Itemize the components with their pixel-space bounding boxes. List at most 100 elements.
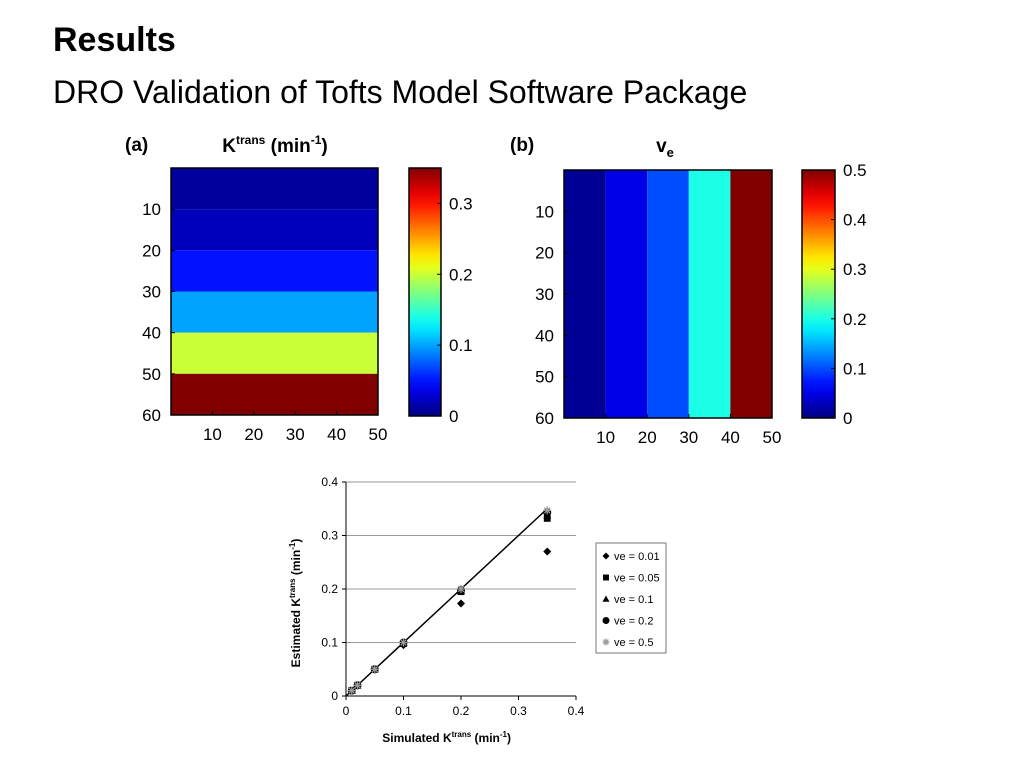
colorbar	[801, 169, 836, 419]
heatmap-title: ve	[656, 136, 674, 160]
x-label-part: trans	[452, 730, 472, 739]
y-tick-label: 60	[535, 409, 554, 428]
colorbar-tick-label: 0.1	[843, 359, 867, 378]
heatmap-band	[171, 250, 378, 292]
heatmap-band	[171, 332, 378, 374]
legend-marker	[602, 638, 610, 646]
x-tick-label: 20	[638, 428, 657, 447]
heatmap-band	[171, 373, 378, 415]
colorbar-tick-label: 0.3	[843, 260, 867, 279]
y-tick-label: 50	[142, 365, 161, 384]
y-tick-label: 50	[535, 368, 554, 387]
colorbar-tick-label: 0.5	[843, 161, 867, 180]
legend-marker	[602, 595, 610, 602]
data-point	[353, 681, 362, 690]
y-tick-label: 40	[535, 326, 554, 345]
x-label-part: Simulated K	[382, 731, 452, 745]
legend-marker	[603, 574, 609, 581]
x-label-part: -1	[500, 730, 508, 739]
colorbar-tick-label: 0	[843, 409, 852, 428]
colorbar-tick-label: 0.3	[449, 194, 473, 213]
asterisk-stroke	[371, 665, 379, 673]
data-point	[347, 686, 356, 695]
heatmap-band	[730, 170, 772, 418]
heatmap-band	[605, 170, 648, 418]
title-part: )	[321, 136, 327, 157]
x-tick-label: 10	[203, 425, 222, 444]
asterisk-stroke	[400, 639, 407, 646]
legend-label: ve = 0.01	[614, 551, 660, 563]
x-tick-label: 10	[596, 428, 615, 447]
heatmap-band	[564, 170, 606, 418]
x-label-part: (min	[471, 731, 500, 745]
x-tick-label: 0	[343, 704, 350, 718]
colorbar-tick-label: 0.2	[843, 310, 867, 329]
y-tick-label: 40	[142, 324, 161, 343]
y-tick-label: 10	[535, 202, 554, 221]
y-tick-label: 0.2	[321, 582, 338, 596]
x-tick-label: 50	[369, 425, 388, 444]
heatmap-band	[688, 170, 731, 418]
data-point	[457, 599, 465, 608]
data-point	[543, 514, 551, 522]
legend-marker	[602, 617, 610, 624]
legend-label: ve = 0.05	[614, 573, 660, 585]
x-tick-label: 20	[244, 425, 263, 444]
colorbar-tick-label: 0.2	[449, 265, 473, 284]
asterisk-stroke	[543, 507, 551, 514]
data-point	[370, 665, 379, 674]
heatmap-panel-2: (b) ve 10 20 30 40 50 60 10 20 30 40 50 0 0.1 0.2 0.3 0.4…	[510, 135, 867, 447]
legend-label: ve = 0.2	[614, 616, 653, 628]
x-tick-label: 40	[327, 425, 346, 444]
x-tick-label: 50	[763, 428, 782, 447]
colorbar	[408, 167, 442, 417]
colorbar-tick-label: 0.1	[449, 336, 473, 355]
legend-label: ve = 0.1	[614, 594, 653, 606]
x-label-part: )	[507, 731, 511, 745]
legend-box	[595, 542, 667, 654]
heatmap-band	[647, 170, 689, 418]
x-tick-label: 40	[721, 428, 740, 447]
y-tick-label: 0.1	[321, 636, 338, 650]
heatmap-title: Ktrans (min-1)	[222, 133, 327, 157]
legend: ve = 0.01 ve = 0.05 ve = 0.1 ve = 0.2 ve = 0…	[595, 542, 667, 654]
y-axis-label: Estimated Ktrans (min-1)	[288, 539, 303, 668]
y-tick-label: 0.3	[321, 529, 338, 543]
title-part: v	[656, 136, 667, 157]
y-label-part: trans	[288, 578, 297, 598]
title-part: (min	[265, 136, 310, 157]
legend-marker	[602, 552, 610, 560]
title-part: e	[667, 145, 674, 160]
asterisk-stroke	[603, 639, 609, 645]
identity-line	[345, 508, 548, 697]
panel-label: (a)	[125, 135, 148, 156]
data-point	[543, 506, 552, 515]
panel-label: (b)	[510, 135, 534, 156]
y-tick-label: 20	[535, 244, 554, 263]
asterisk-stroke	[354, 682, 361, 689]
slide-title: Results	[53, 21, 176, 59]
data-point	[457, 585, 465, 593]
x-axis-label: Simulated Ktrans (min-1)	[382, 730, 511, 745]
y-tick-label: 60	[142, 406, 161, 425]
y-tick-label: 30	[142, 283, 161, 302]
x-tick-label: 0.1	[395, 704, 412, 718]
y-label-part: )	[289, 539, 303, 543]
asterisk-stroke	[348, 687, 356, 694]
colorbar-tick-label: 0	[449, 407, 458, 426]
x-tick-label: 0.4	[568, 704, 585, 718]
data-point	[543, 547, 552, 556]
slide-subtitle: DRO Validation of Tofts Model Software P…	[53, 74, 748, 110]
heatmap-panel-1: (a) Ktrans (min-1) 10 20 30 40 50 60 10 20 30 40 50 0…	[125, 133, 473, 444]
legend-label: ve = 0.5	[614, 637, 653, 649]
heatmap-band	[171, 209, 378, 251]
y-label-part: -1	[288, 542, 297, 550]
x-tick-label: 0.3	[510, 704, 527, 718]
title-part: K	[222, 136, 236, 157]
title-part: trans	[236, 133, 266, 147]
title-part: -1	[311, 133, 322, 147]
data-point	[399, 638, 408, 647]
asterisk-stroke	[457, 585, 465, 593]
